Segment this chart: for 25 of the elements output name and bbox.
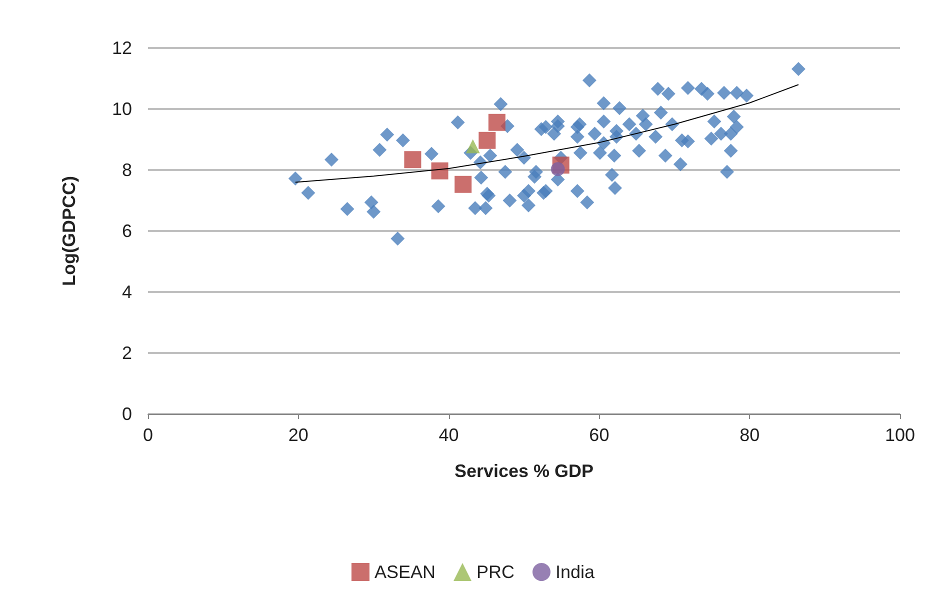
point bbox=[550, 162, 565, 176]
x-tick-label: 40 bbox=[438, 425, 459, 445]
x-tick-label: 60 bbox=[589, 425, 610, 445]
y-tick-label: 6 bbox=[122, 221, 132, 241]
y-tick-label: 2 bbox=[122, 343, 132, 363]
x-tick-label: 100 bbox=[884, 425, 916, 445]
point bbox=[478, 132, 496, 149]
legend-label: ASEAN bbox=[374, 562, 436, 582]
y-tick-label: 10 bbox=[112, 99, 132, 119]
y-tick-label: 12 bbox=[112, 38, 132, 58]
legend-label: India bbox=[555, 562, 596, 582]
point bbox=[488, 114, 506, 131]
legend-label: PRC bbox=[476, 562, 515, 582]
point bbox=[404, 151, 422, 168]
x-tick-label: 20 bbox=[288, 425, 308, 445]
x-tick-label: 80 bbox=[740, 425, 760, 445]
x-tick-label: 0 bbox=[142, 425, 154, 445]
x-axis-title: Services % GDP bbox=[454, 461, 594, 481]
y-tick-label: 0 bbox=[122, 404, 132, 424]
y-tick-label: 8 bbox=[122, 160, 132, 180]
point bbox=[431, 162, 448, 180]
point bbox=[466, 139, 480, 154]
y-tick-label: 4 bbox=[122, 282, 132, 302]
point bbox=[454, 176, 472, 193]
y-axis-title: Log(GDPCC) bbox=[59, 176, 79, 286]
